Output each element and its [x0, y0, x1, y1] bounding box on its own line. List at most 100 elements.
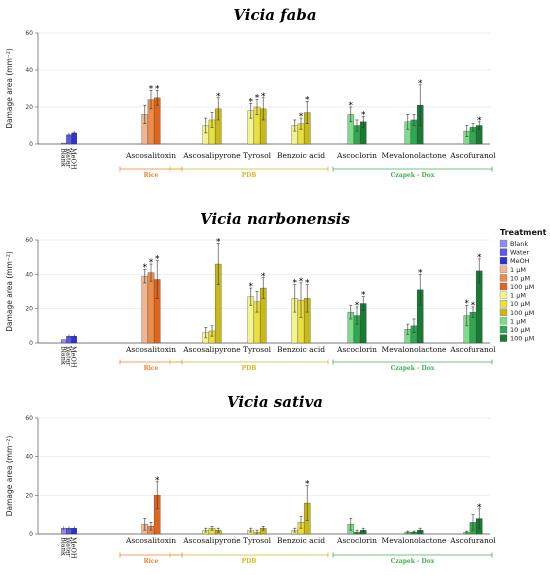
legend-item-label: 10 µM	[510, 300, 530, 308]
category-label: Ascoclorin	[336, 151, 377, 160]
group-label: Rice	[144, 365, 159, 372]
category-label: Ascosalipyrone	[182, 345, 241, 354]
y-tick-label: 0	[29, 531, 33, 538]
significance-star: *	[155, 476, 160, 486]
category-label: Tyrosol	[243, 536, 272, 545]
y-axis-label: Damage area (mm⁻²)	[5, 436, 14, 517]
legend-title: Treatment	[500, 228, 547, 237]
legend-swatch	[499, 257, 508, 265]
group-label: PDB	[242, 365, 257, 372]
category-label: Ascofuranol	[449, 151, 496, 160]
significance-star: *	[261, 272, 266, 282]
significance-star: *	[249, 282, 254, 292]
significance-star: *	[477, 503, 482, 513]
control-label: Water	[65, 537, 73, 557]
significance-star: *	[471, 301, 476, 311]
legend-swatch	[499, 282, 508, 291]
category-label: Ascofuranol	[449, 536, 496, 545]
y-axis-label: Damage area (mm⁻²)	[5, 251, 14, 332]
chart-panel-2: Vicia narbonensis 0 20 40 60 Damage area (mm⁻…	[5, 210, 496, 372]
significance-star: *	[149, 258, 154, 268]
legend-item-label: 100 µM	[510, 309, 534, 317]
significance-star: *	[299, 112, 304, 122]
significance-star: *	[305, 95, 310, 105]
category-label: Ascoclorin	[336, 345, 377, 354]
chart-panel-3: Vicia sativa 0 20 40 60 Damage area (mm⁻²) Bla…	[5, 393, 496, 565]
category-label: Ascosalipyrone	[182, 536, 241, 545]
category-label: Tyrosol	[243, 151, 272, 160]
significance-star: *	[477, 116, 482, 126]
legend-swatch	[499, 248, 508, 256]
legend-swatch	[499, 308, 508, 316]
significance-star: *	[216, 92, 221, 102]
significance-star: *	[149, 84, 154, 94]
legend-item-label: 10 µM	[510, 274, 530, 282]
category-label: Benzoic acid	[277, 345, 325, 354]
control-label: Blank	[59, 537, 67, 556]
category-label: Ascosalitoxin	[125, 536, 176, 545]
category-label: Ascosalitoxin	[125, 345, 176, 354]
category-label: Ascofuranol	[449, 345, 496, 354]
significance-star: *	[293, 279, 298, 289]
control-label: Water	[65, 346, 73, 366]
significance-star: *	[155, 255, 160, 265]
control-label: Blank	[59, 148, 67, 167]
significance-star: *	[477, 253, 482, 263]
category-label: Benzoic acid	[277, 536, 325, 545]
significance-star: *	[299, 277, 304, 287]
chart-title: Vicia faba	[233, 6, 316, 24]
category-label: Ascosalitoxin	[125, 151, 176, 160]
legend-swatch	[499, 291, 508, 299]
significance-star: *	[249, 97, 254, 107]
legend-item-label: MeOH	[510, 257, 530, 265]
significance-star: *	[261, 92, 266, 102]
control-label: MeOH	[70, 346, 78, 368]
chart-title: Vicia narbonensis	[200, 210, 350, 228]
control-label: MeOH	[70, 537, 78, 559]
legend-item-label: 1 µM	[510, 266, 526, 274]
bar	[147, 272, 155, 344]
y-tick-label: 20	[25, 104, 33, 111]
y-tick-label: 60	[25, 237, 33, 244]
control-bar	[61, 339, 67, 344]
group-label: PDB	[242, 558, 257, 565]
category-label: Mevalonolactone	[382, 536, 448, 545]
y-tick-label: 40	[25, 454, 33, 461]
significance-star: *	[305, 480, 310, 490]
y-tick-label: 60	[25, 30, 33, 37]
group-label: Czapek - Dox	[391, 558, 435, 565]
y-tick-label: 20	[25, 306, 33, 313]
legend-item-label: Blank	[510, 240, 528, 248]
significance-star: *	[355, 301, 360, 311]
bar	[141, 275, 149, 344]
group-label: PDB	[242, 172, 257, 179]
category-label: Ascoclorin	[336, 536, 377, 545]
y-tick-label: 60	[25, 415, 33, 422]
significance-star: *	[465, 299, 470, 309]
legend-swatch	[499, 325, 508, 334]
legend-item-label: Water	[510, 249, 530, 257]
significance-star: *	[418, 79, 423, 89]
legend-item-label: 1 µM	[510, 292, 526, 300]
legend-swatch	[499, 300, 508, 308]
legend-swatch	[499, 334, 508, 342]
y-tick-label: 0	[29, 141, 33, 148]
legend-swatch	[499, 317, 508, 325]
control-label: Water	[65, 148, 73, 168]
significance-star: *	[155, 84, 160, 94]
chart-title: Vicia sativa	[227, 393, 323, 411]
legend-swatch	[499, 274, 508, 282]
legend-swatch	[499, 265, 508, 273]
y-axis-label: Damage area (mm⁻²)	[5, 48, 14, 129]
y-tick-label: 40	[25, 67, 33, 74]
legend-item-label: 100 µM	[510, 283, 534, 291]
y-tick-label: 40	[25, 271, 33, 278]
category-label: Mevalonolactone	[382, 151, 448, 160]
significance-star: *	[305, 279, 310, 289]
control-label: MeOH	[70, 148, 78, 170]
legend-item-label: 1 µM	[510, 317, 526, 325]
significance-star: *	[255, 94, 260, 104]
category-label: Ascosalipyrone	[182, 151, 241, 160]
